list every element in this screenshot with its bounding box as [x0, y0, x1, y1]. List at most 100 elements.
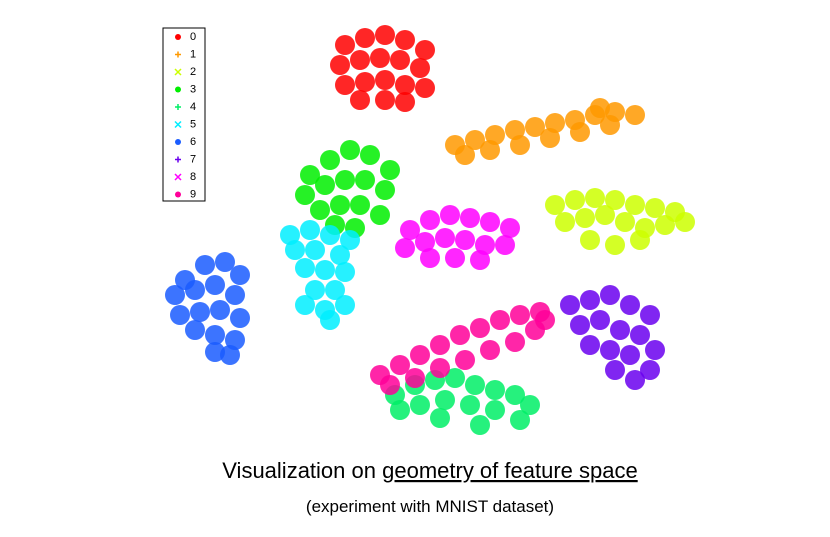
point [620, 345, 640, 365]
point [355, 170, 375, 190]
legend-label: 1 [190, 48, 196, 60]
point [375, 25, 395, 45]
point [480, 340, 500, 360]
point [615, 212, 635, 232]
point [165, 285, 185, 305]
legend-label: 2 [190, 66, 196, 78]
point [330, 195, 350, 215]
point [440, 205, 460, 225]
point [500, 218, 520, 238]
point [430, 408, 450, 428]
point [325, 280, 345, 300]
point [340, 140, 360, 160]
caption: Visualization on geometry of feature spa… [222, 458, 637, 483]
point [585, 188, 605, 208]
legend-box [162, 27, 206, 202]
point [655, 215, 675, 235]
point [390, 50, 410, 70]
point [285, 240, 305, 260]
point [435, 390, 455, 410]
point [640, 305, 660, 325]
point [190, 302, 210, 322]
point [395, 92, 415, 112]
point [495, 235, 515, 255]
legend-marker [175, 86, 181, 93]
point [335, 262, 355, 282]
point [415, 232, 435, 252]
point [580, 230, 600, 250]
point [600, 340, 620, 360]
caption-link[interactable]: geometry of feature space [382, 458, 638, 483]
point [205, 275, 225, 295]
legend-marker [174, 173, 182, 181]
point [170, 305, 190, 325]
point [370, 205, 390, 225]
legend-label: 0 [190, 31, 196, 43]
point [405, 368, 425, 388]
point [410, 395, 430, 415]
point [555, 212, 575, 232]
point [485, 400, 505, 420]
point [465, 375, 485, 395]
point [355, 72, 375, 92]
legend-marker [175, 139, 181, 145]
point [225, 285, 245, 305]
point [465, 130, 485, 150]
point [300, 220, 320, 240]
point [210, 300, 230, 320]
point [305, 240, 325, 260]
legend-marker [174, 120, 182, 129]
point [445, 248, 465, 268]
point [600, 285, 620, 305]
point [645, 340, 665, 360]
point [350, 195, 370, 215]
point [510, 410, 530, 430]
point [610, 320, 630, 340]
point [560, 295, 580, 315]
point [395, 30, 415, 50]
point [375, 70, 395, 90]
point [505, 332, 525, 352]
point [430, 358, 450, 378]
legend-items: 0 1 2 3 4 5 6 7 8 9 [174, 31, 196, 200]
legend-label: 8 [190, 171, 196, 183]
legend-marker [175, 34, 181, 40]
point [430, 335, 450, 355]
point [420, 210, 440, 230]
point [535, 310, 555, 330]
legend-marker [174, 68, 182, 76]
legend-marker [175, 104, 181, 110]
point [565, 190, 585, 210]
point [455, 350, 475, 370]
point [330, 245, 350, 265]
point [400, 220, 420, 240]
legend-marker [175, 156, 181, 163]
point [350, 90, 370, 110]
point [295, 258, 315, 278]
point [590, 310, 610, 330]
point [410, 58, 430, 78]
point [310, 200, 330, 220]
point [415, 78, 435, 98]
point [510, 135, 530, 155]
point [295, 185, 315, 205]
point [590, 98, 610, 118]
point [595, 205, 615, 225]
legend: 0 1 2 3 4 5 6 7 8 9 [174, 31, 196, 200]
point [480, 212, 500, 232]
point [390, 355, 410, 375]
point [395, 75, 415, 95]
point [505, 385, 525, 405]
point [600, 115, 620, 135]
point [185, 320, 205, 340]
point [455, 145, 475, 165]
point [390, 400, 410, 420]
point [620, 295, 640, 315]
point [645, 198, 665, 218]
point [580, 290, 600, 310]
point [480, 140, 500, 160]
point [520, 395, 540, 415]
point [570, 122, 590, 142]
point [300, 165, 320, 185]
point [380, 375, 400, 395]
